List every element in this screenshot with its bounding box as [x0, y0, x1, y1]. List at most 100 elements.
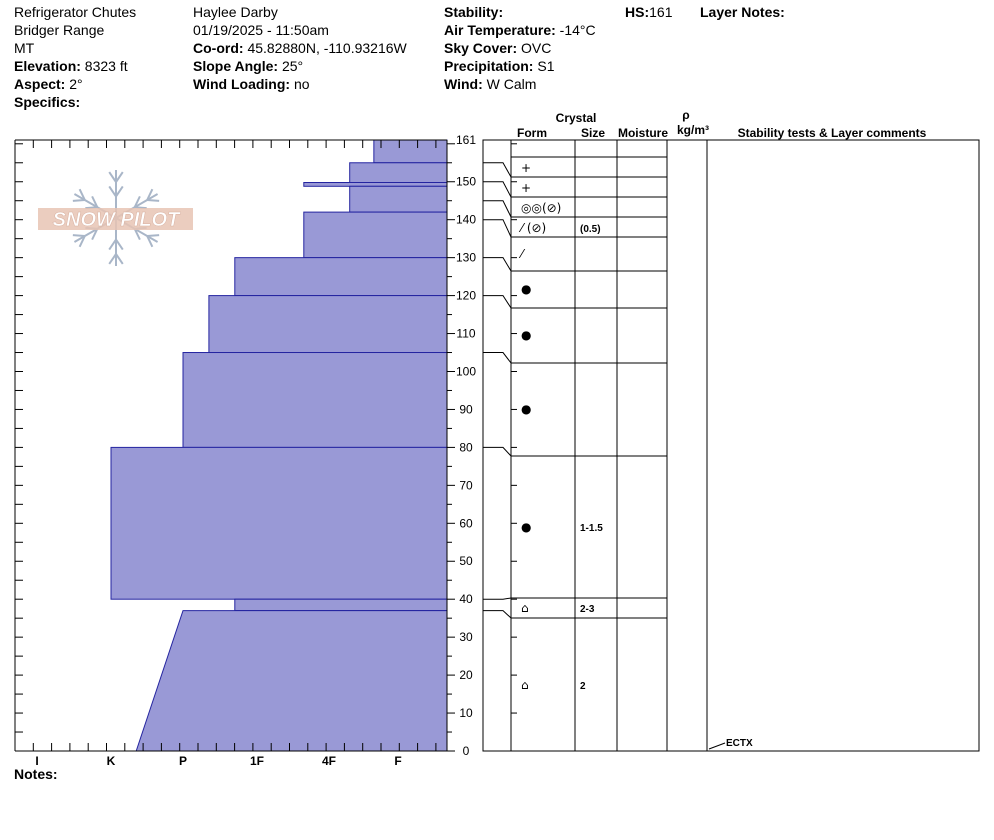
header-col2: Haylee Darby 01/19/2025 - 11:50am Co-ord…: [193, 3, 407, 93]
snowflake-branch: [78, 235, 86, 248]
layer-table: + + ◎◎(⊘) ⁄ (⊘) (0.5) ⁄ ● ● ● ● 1-1.5 ⌂ 2-3 ⌂ 2 ECTX: [482, 139, 980, 752]
layer-connector: [483, 200, 512, 218]
sky: Sky Cover: OVC: [444, 39, 596, 57]
crystal-form-glyph: ●: [521, 328, 531, 342]
sky-label: Sky Cover:: [444, 40, 518, 56]
precip-label: Precipitation:: [444, 58, 534, 74]
hardness-bar-7: [182, 352, 448, 448]
stability: Stability:: [444, 3, 596, 21]
air-temp-value: -14°C: [559, 22, 596, 38]
notes: Notes:: [14, 765, 58, 783]
snowflake-branch: [91, 195, 99, 208]
snowflake-branch: [115, 253, 124, 265]
hardness-tick-label: P: [179, 754, 187, 768]
hardness-bar-3: [349, 185, 448, 213]
snowflake-branch: [72, 199, 85, 202]
air-temp-label: Air Temperature:: [444, 22, 556, 38]
depth-tick-label: 20: [459, 668, 473, 682]
crystal-form-glyph: ⌂: [521, 601, 529, 615]
depth-tick-label: 80: [459, 440, 473, 454]
hardness-bar-1: [349, 162, 448, 184]
hardness-tick-label: K: [107, 754, 116, 768]
header-col1: Refrigerator Chutes Bridger Range MT Ele…: [14, 3, 136, 111]
hardness-bar-6: [208, 295, 448, 354]
snowflake-branch: [108, 239, 117, 251]
stability-label: Stability:: [444, 4, 504, 20]
crystal-form-glyph: +: [521, 181, 531, 195]
snowflake-branch: [134, 206, 147, 210]
precip: Precipitation: S1: [444, 57, 596, 75]
layer-connector: [483, 162, 512, 178]
snowflake-branch: [147, 199, 160, 202]
depth-tick-label: 30: [459, 630, 473, 644]
logo-text: SNOW PILOT: [53, 209, 181, 231]
datetime: 01/19/2025 - 11:50am: [193, 22, 329, 38]
depth-tick-label: 161: [456, 133, 476, 147]
form-heading: Form: [517, 126, 547, 140]
depth-tick-label: 0: [463, 744, 470, 758]
snowflake-branch: [108, 185, 117, 197]
observer: Haylee Darby: [193, 4, 278, 20]
hs: HS:161: [625, 3, 672, 21]
wind: Wind: W Calm: [444, 75, 596, 93]
crystal-size-label: (0.5): [580, 224, 601, 235]
layer-notes-label: Layer Notes:: [700, 4, 785, 20]
wind-loading-label: Wind Loading:: [193, 76, 291, 92]
state: MT: [14, 40, 35, 56]
depth-tick-label: 110: [456, 327, 475, 341]
hardness-bar-5: [234, 257, 448, 297]
density-unit-heading: kg/m³: [677, 123, 709, 137]
depth-tick-label: 150: [456, 175, 476, 189]
crystal-heading: Crystal: [556, 111, 597, 125]
crystal-form-glyph: ◎◎(⊘): [521, 201, 561, 215]
specifics-label: Specifics:: [14, 94, 81, 110]
depth-tick-label: 120: [456, 289, 476, 303]
hardness-axis-labels: I K P 1F 4F F: [35, 754, 401, 768]
layer-connector: [483, 219, 512, 238]
hardness-bar-10: [135, 610, 448, 752]
notes-label: Notes:: [14, 766, 58, 782]
logo-band: [38, 208, 193, 230]
crystal-size-label: 2: [580, 681, 586, 692]
depth-tick-label: 100: [456, 364, 476, 378]
crystal-size-label: 1-1.5: [580, 523, 603, 534]
stability-heading: Stability tests & Layer comments: [738, 126, 927, 140]
hardness-bar-2: [303, 182, 448, 187]
wind-label: Wind:: [444, 76, 483, 92]
elevation: Elevation: 8323 ft: [14, 57, 136, 75]
depth-tick-label: 70: [459, 478, 473, 492]
wind-loading-value: no: [293, 76, 310, 92]
slope: Slope Angle: 25°: [193, 57, 407, 75]
depth-tick-label: 60: [459, 516, 473, 530]
snowflake-branch: [147, 234, 160, 237]
wind-loading: Wind Loading: no: [193, 75, 407, 93]
moisture-heading: Moisture: [618, 126, 668, 140]
depth-tick-label: 10: [459, 706, 473, 720]
layer-connector: [483, 610, 512, 619]
stability-test-label: ECTX: [726, 738, 753, 749]
hs-value: 161: [649, 4, 673, 20]
crystal-form-glyph: ⁄ (⊘): [518, 221, 546, 235]
aspect-label: Aspect:: [14, 76, 66, 92]
hardness-axis-frame: [14, 139, 455, 752]
depth-tick-label: 50: [459, 554, 473, 568]
crystal-form-glyph: +: [521, 161, 531, 175]
elevation-label: Elevation:: [14, 58, 81, 74]
crystal-form-glyph: ●: [521, 402, 531, 416]
hardness-bar-4: [303, 211, 448, 259]
specifics: Specifics:: [14, 93, 136, 111]
table-border: [482, 139, 980, 752]
hardness-bars: [110, 139, 448, 752]
hardness-tick-label: F: [394, 754, 401, 768]
hardness-bar-9: [234, 598, 448, 612]
aspect-value: 2°: [69, 76, 83, 92]
stability-pointer: [708, 742, 726, 750]
snowflake-branch: [72, 234, 85, 237]
snowflake-branch: [115, 239, 124, 251]
crystal-size-label: 2-3: [580, 604, 595, 615]
air-temp: Air Temperature: -14°C: [444, 21, 596, 39]
elevation-value: 8323 ft: [84, 58, 128, 74]
size-heading: Size: [581, 126, 605, 140]
hs-label: HS:: [625, 4, 650, 20]
